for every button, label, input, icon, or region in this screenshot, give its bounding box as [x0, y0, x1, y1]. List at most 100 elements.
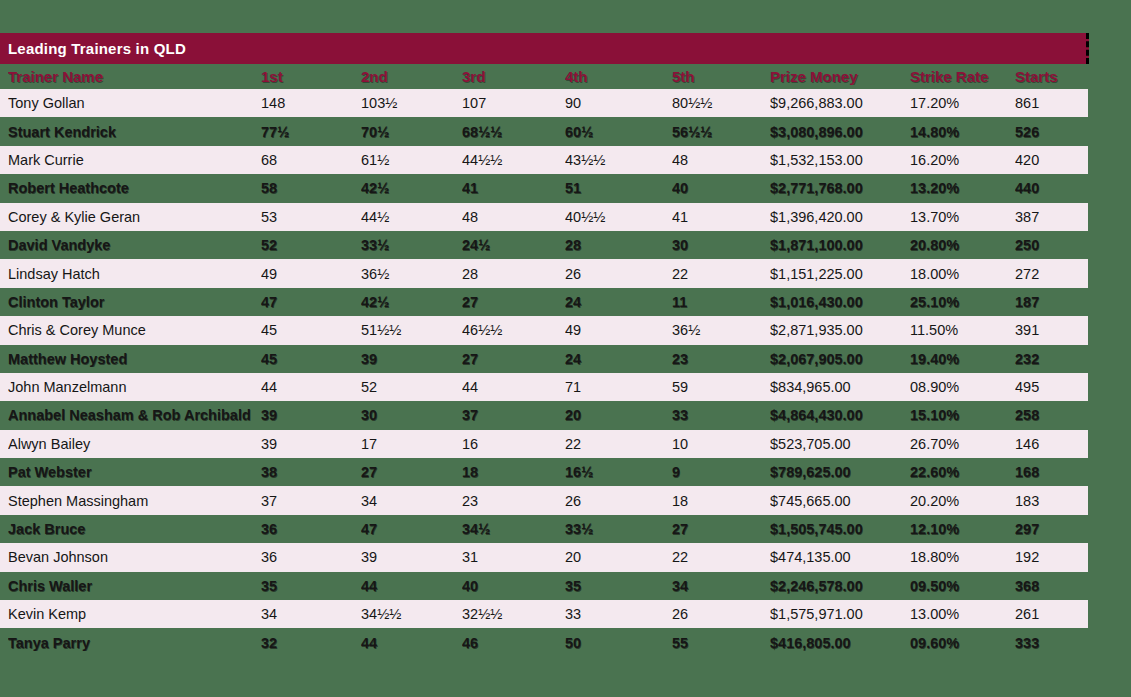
- cell-starts: 192: [1015, 549, 1088, 565]
- table-row: Annabel Neasham & Rob Archibald393037203…: [0, 401, 1088, 429]
- cell-4th: 20: [565, 407, 672, 423]
- cell-prize-money: $2,246,578.00: [770, 578, 910, 594]
- cell-strike-rate: 18.80%: [910, 549, 1015, 565]
- cell-strike-rate: 20.20%: [910, 493, 1015, 509]
- cell-trainer-name: Jack Bruce: [8, 521, 261, 537]
- cell-trainer-name: Chris & Corey Munce: [8, 322, 261, 338]
- cell-strike-rate: 17.20%: [910, 95, 1015, 111]
- cell-3rd: 27: [462, 294, 565, 310]
- cell-starts: 250: [1015, 237, 1088, 253]
- cell-2nd: 70½: [361, 124, 462, 140]
- cell-starts: 495: [1015, 379, 1088, 395]
- cell-prize-money: $1,871,100.00: [770, 237, 910, 253]
- table-row: Jack Bruce364734½33½27$1,505,745.0012.10…: [0, 515, 1088, 543]
- cell-2nd: 34½½: [361, 606, 462, 622]
- cell-prize-money: $2,771,768.00: [770, 180, 910, 196]
- cell-starts: 272: [1015, 266, 1088, 282]
- cell-trainer-name: Mark Currie: [8, 152, 261, 168]
- cell-5th: 26: [672, 606, 770, 622]
- cell-2nd: 27: [361, 464, 462, 480]
- cell-starts: 861: [1015, 95, 1088, 111]
- table-row: Clinton Taylor4742½272411$1,016,430.0025…: [0, 288, 1088, 316]
- cell-trainer-name: Tanya Parry: [8, 635, 261, 651]
- cell-strike-rate: 20.80%: [910, 237, 1015, 253]
- cell-4th: 49: [565, 322, 672, 338]
- cell-1st: 45: [261, 351, 361, 367]
- cell-1st: 47: [261, 294, 361, 310]
- cell-4th: 51: [565, 180, 672, 196]
- cell-trainer-name: Bevan Johnson: [8, 549, 261, 565]
- cell-prize-money: $789,625.00: [770, 464, 910, 480]
- table-row: Tony Gollan148103½1079080½½$9,266,883.00…: [0, 89, 1088, 117]
- cell-4th: 24: [565, 351, 672, 367]
- table-row: Robert Heathcote5842½415140$2,771,768.00…: [0, 174, 1088, 202]
- cell-trainer-name: Clinton Taylor: [8, 294, 261, 310]
- cell-5th: 18: [672, 493, 770, 509]
- cell-1st: 38: [261, 464, 361, 480]
- column-header-5th: 5th: [672, 68, 770, 85]
- cell-4th: 35: [565, 578, 672, 594]
- cell-2nd: 44: [361, 635, 462, 651]
- cell-trainer-name: Alwyn Bailey: [8, 436, 261, 452]
- cell-strike-rate: 14.80%: [910, 124, 1015, 140]
- cell-4th: 16½: [565, 464, 672, 480]
- cell-3rd: 44½½: [462, 152, 565, 168]
- cell-1st: 44: [261, 379, 361, 395]
- cell-3rd: 16: [462, 436, 565, 452]
- cell-5th: 59: [672, 379, 770, 395]
- cell-prize-money: $2,067,905.00: [770, 351, 910, 367]
- cell-2nd: 39: [361, 351, 462, 367]
- cell-1st: 53: [261, 209, 361, 225]
- cell-strike-rate: 15.10%: [910, 407, 1015, 423]
- cell-trainer-name: Pat Webster: [8, 464, 261, 480]
- table-row: Corey & Kylie Geran5344½4840½½41$1,396,4…: [0, 203, 1088, 231]
- cell-trainer-name: Kevin Kemp: [8, 606, 261, 622]
- cell-strike-rate: 11.50%: [910, 322, 1015, 338]
- table-title-bar: Leading Trainers in QLD: [0, 33, 1089, 64]
- cell-2nd: 103½: [361, 95, 462, 111]
- cell-strike-rate: 16.20%: [910, 152, 1015, 168]
- cell-starts: 391: [1015, 322, 1088, 338]
- cell-4th: 28: [565, 237, 672, 253]
- cell-starts: 420: [1015, 152, 1088, 168]
- cell-5th: 40: [672, 180, 770, 196]
- cell-3rd: 44: [462, 379, 565, 395]
- cell-4th: 33: [565, 606, 672, 622]
- cell-4th: 24: [565, 294, 672, 310]
- cell-5th: 22: [672, 549, 770, 565]
- cell-3rd: 18: [462, 464, 565, 480]
- cell-starts: 187: [1015, 294, 1088, 310]
- cell-3rd: 48: [462, 209, 565, 225]
- cell-starts: 368: [1015, 578, 1088, 594]
- cell-4th: 40½½: [565, 209, 672, 225]
- table-row: Chris & Corey Munce4551½½46½½4936½$2,871…: [0, 316, 1088, 344]
- cell-1st: 49: [261, 266, 361, 282]
- table-header-row: Trainer Name1st2nd3rd4th5thPrize MoneySt…: [0, 64, 1088, 89]
- cell-1st: 34: [261, 606, 361, 622]
- cell-3rd: 68½½: [462, 124, 565, 140]
- cell-4th: 20: [565, 549, 672, 565]
- cell-starts: 168: [1015, 464, 1088, 480]
- cell-5th: 30: [672, 237, 770, 253]
- cell-trainer-name: Lindsay Hatch: [8, 266, 261, 282]
- column-header-strike-rate: Strike Rate: [910, 68, 1015, 85]
- cell-trainer-name: Robert Heathcote: [8, 180, 261, 196]
- cell-1st: 45: [261, 322, 361, 338]
- cell-prize-money: $1,396,420.00: [770, 209, 910, 225]
- cell-2nd: 42½: [361, 294, 462, 310]
- table-row: Pat Webster38271816½9$789,625.0022.60%16…: [0, 458, 1088, 486]
- column-header-2nd: 2nd: [361, 68, 462, 85]
- cell-5th: 33: [672, 407, 770, 423]
- cell-3rd: 34½: [462, 521, 565, 537]
- cell-strike-rate: 13.70%: [910, 209, 1015, 225]
- table-title: Leading Trainers in QLD: [8, 40, 186, 57]
- table-row: Bevan Johnson3639312022$474,135.0018.80%…: [0, 543, 1088, 571]
- cell-2nd: 36½: [361, 266, 462, 282]
- cell-strike-rate: 26.70%: [910, 436, 1015, 452]
- table-row: David Vandyke5233½24½2830$1,871,100.0020…: [0, 231, 1088, 259]
- cell-trainer-name: Stuart Kendrick: [8, 124, 261, 140]
- cell-2nd: 44½: [361, 209, 462, 225]
- cell-1st: 35: [261, 578, 361, 594]
- cell-starts: 232: [1015, 351, 1088, 367]
- cell-prize-money: $1,016,430.00: [770, 294, 910, 310]
